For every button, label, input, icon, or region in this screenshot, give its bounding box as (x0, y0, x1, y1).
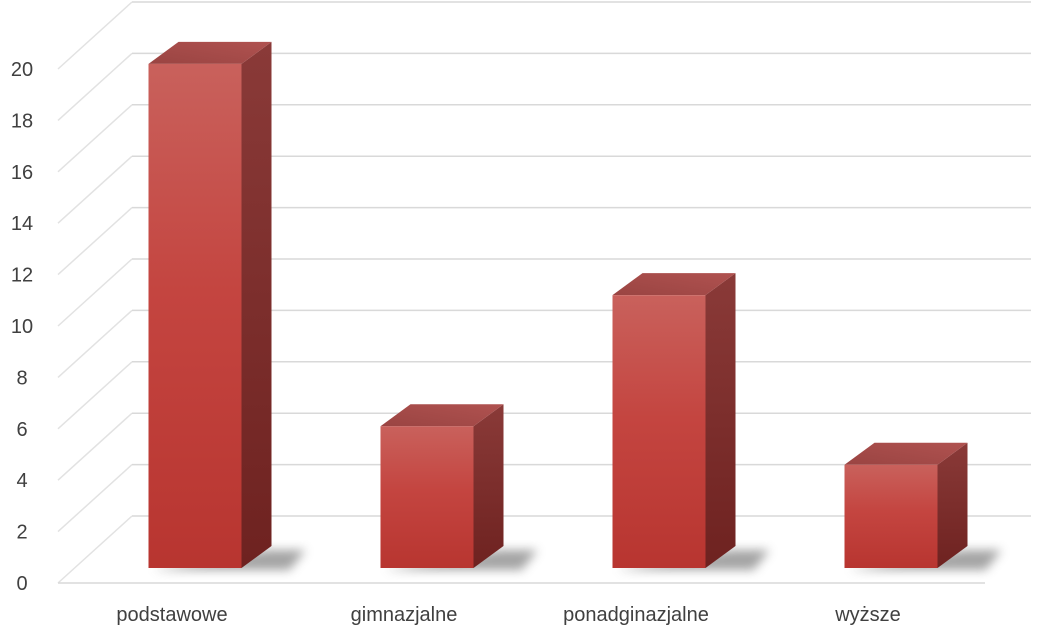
gridline-4 (57, 412, 1031, 481)
x-axis-category-labels: podstawowe gimnazjalne ponadginazjalne wyżs… (116, 604, 900, 626)
x-category-label: ponadginazjalne (563, 604, 709, 626)
x-category-label: podstawowe (116, 604, 227, 626)
y-tick-label: 20 (11, 59, 33, 81)
gridline-10 (57, 258, 1031, 327)
bar-front-face (148, 63, 242, 569)
gridlines (57, 1, 1031, 584)
bar-front-face (612, 295, 706, 568)
bar-ponadginazjalne (612, 273, 770, 570)
x-category-label: gimnazjalne (351, 604, 458, 626)
gridline-diagonal (57, 52, 133, 121)
bar-side-face (937, 442, 968, 568)
y-tick-label: 0 (16, 573, 27, 595)
gridline-18 (57, 52, 1031, 121)
y-axis-tick-labels: 0 2 4 6 8 10 12 14 16 18 20 (11, 59, 33, 595)
bar-front-face (844, 464, 938, 568)
bar-wyższe (844, 442, 1002, 570)
gridline-20 (57, 1, 1031, 70)
bar-top-face (844, 442, 968, 465)
bar-gimnazjalne (380, 404, 538, 570)
gridline-diagonal (57, 155, 133, 224)
x-category-label: wyższe (834, 604, 901, 626)
bar-top-face (148, 41, 272, 64)
gridline-diagonal (57, 258, 133, 327)
y-tick-label: 12 (11, 265, 33, 287)
gridline-diagonal (57, 361, 133, 430)
gridline-14 (57, 155, 1031, 224)
gridline-16 (57, 104, 1031, 173)
y-tick-label: 16 (11, 162, 33, 184)
gridline-diagonal (57, 412, 133, 481)
y-tick-label: 14 (11, 213, 33, 235)
gridline-12 (57, 206, 1031, 276)
bar-podstawowe (148, 41, 306, 570)
bar-top-face (612, 273, 736, 296)
y-tick-label: 6 (16, 419, 27, 441)
bar-side-face (705, 273, 736, 568)
gridline-8 (57, 309, 1031, 378)
gridline-diagonal (57, 515, 133, 584)
bar-top-face (380, 404, 504, 427)
bars (148, 41, 1002, 570)
y-tick-label: 18 (11, 110, 33, 132)
bar-side-face (241, 41, 272, 569)
gridline-diagonal (57, 1, 133, 70)
bar-side-face (473, 404, 504, 568)
gridline-diagonal (57, 309, 133, 378)
y-tick-label: 10 (11, 316, 33, 338)
gridline-diagonal (57, 104, 133, 173)
gridline-diagonal (57, 207, 133, 276)
y-tick-label: 2 (16, 522, 27, 544)
y-tick-label: 4 (16, 470, 27, 492)
bar-front-face (380, 426, 474, 568)
gridline-6 (57, 361, 1031, 430)
gridline-diagonal (57, 464, 133, 533)
y-tick-label: 8 (16, 367, 27, 389)
